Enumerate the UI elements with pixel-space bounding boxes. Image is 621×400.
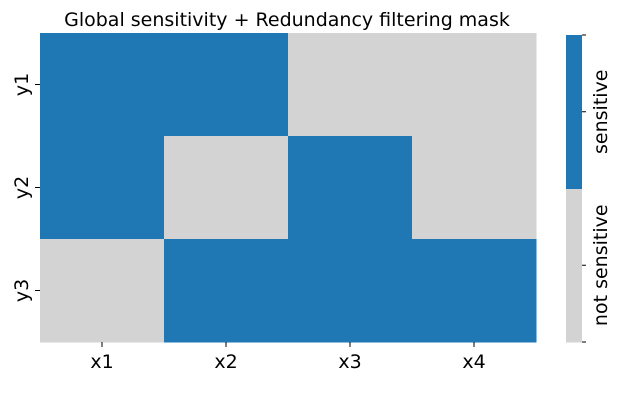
y-tick-label-y3: y3 (11, 279, 33, 302)
x-axis: x1 x2 x3 x4 (90, 342, 486, 373)
chart-title: Global sensitivity + Redundancy filterin… (64, 9, 510, 31)
colorbar-segment-sensitive (566, 35, 582, 189)
heatmap-cell-y1-x1 (40, 33, 165, 137)
heatmap-cell-y1-x3 (288, 33, 413, 137)
heatmap-cell-y3-x4 (412, 239, 537, 343)
heatmap-cell-y3-x1 (40, 239, 165, 343)
x-tick-label-x3: x3 (338, 351, 361, 373)
heatmap-cell-y1-x2 (164, 33, 289, 137)
heatmap-cells (40, 33, 537, 343)
heatmap-cell-y3-x2 (164, 239, 289, 343)
heatmap-cell-y1-x4 (412, 33, 537, 137)
x-tick-label-x2: x2 (214, 351, 237, 373)
colorbar-segment-not-sensitive (566, 188, 582, 343)
heatmap-cell-y2-x3 (288, 136, 413, 240)
heatmap-cell-y2-x1 (40, 136, 165, 240)
heatmap-cell-y2-x4 (412, 136, 537, 240)
heatmap-cell-y3-x3 (288, 239, 413, 343)
y-tick-label-y2: y2 (11, 176, 33, 199)
x-tick-label-x1: x1 (90, 351, 113, 373)
colorbar-label-sensitive: sensitive (590, 70, 612, 154)
y-tick-label-y1: y1 (11, 73, 33, 96)
heatmap-cell-y2-x2 (164, 136, 289, 240)
colorbar: not sensitive sensitive (566, 34, 612, 343)
x-tick-label-x4: x4 (462, 351, 485, 373)
y-axis: y1 y2 y3 (11, 73, 40, 302)
colorbar-label-not-sensitive: not sensitive (590, 204, 612, 326)
